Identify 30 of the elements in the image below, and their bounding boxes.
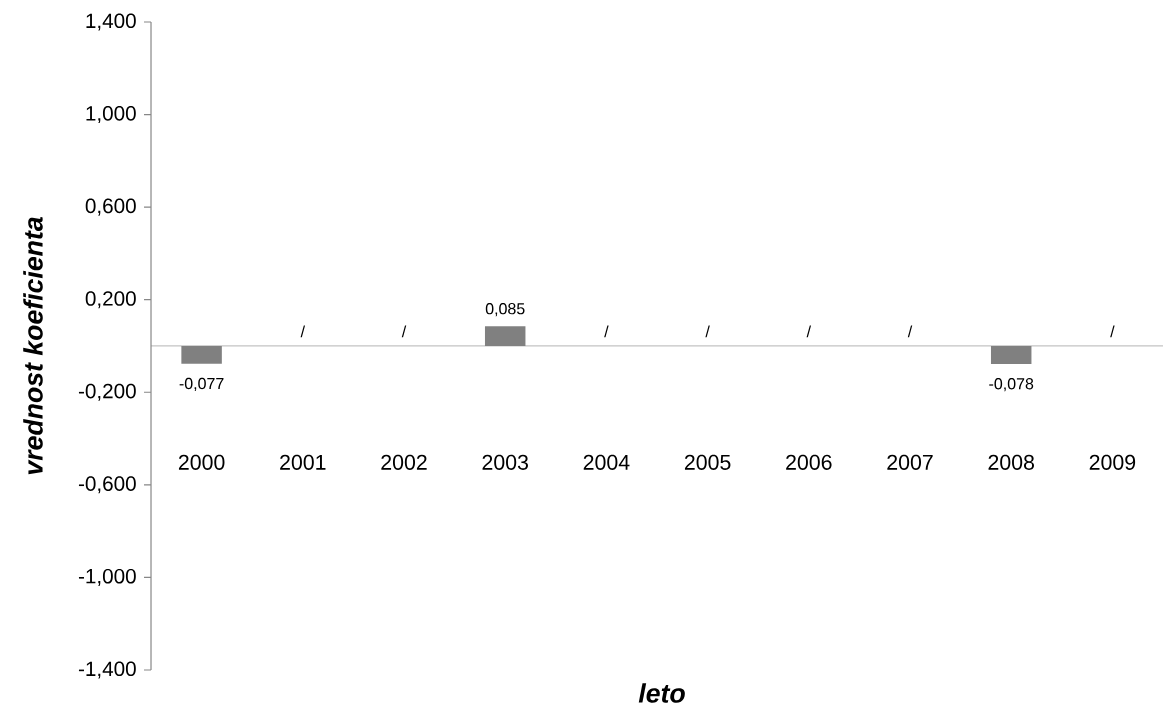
x-tick-label: 2003 xyxy=(482,454,528,470)
text: / xyxy=(806,325,812,338)
x-tick-label: 2001 xyxy=(280,454,326,470)
text: / xyxy=(604,325,609,338)
y-axis-title: vrednost koeficienta xyxy=(23,217,43,475)
y-tick-label: 1,000 xyxy=(86,106,136,124)
x-tick-label: 2007 xyxy=(887,454,933,470)
x-tick-label: 2002 xyxy=(381,454,427,470)
x-tick-label: 2005 xyxy=(684,454,731,470)
y-tick-label: 0,600 xyxy=(85,198,136,216)
text: / xyxy=(401,325,407,338)
y-tick-label: -0,200 xyxy=(78,383,136,401)
text: / xyxy=(907,325,913,338)
data-label: 0,085 xyxy=(485,303,525,317)
y-tick-label: -1,400 xyxy=(78,661,136,679)
y-tick-label: 0,200 xyxy=(85,291,136,309)
y-tick-label: 1,400 xyxy=(86,13,136,31)
text: / xyxy=(300,325,306,338)
data-label: -0,078 xyxy=(989,378,1034,392)
data-label: -0,077 xyxy=(179,377,224,392)
text: / xyxy=(1110,325,1115,338)
x-tick-label: 2009 xyxy=(1089,454,1136,470)
x-axis-title: leto xyxy=(638,683,685,703)
y-tick-label: -1,000 xyxy=(78,568,136,586)
x-tick-label: 2000 xyxy=(178,454,225,470)
text: / xyxy=(705,325,710,338)
x-tick-label: 2004 xyxy=(583,454,630,470)
x-tick-label: 2006 xyxy=(786,454,832,470)
y-tick-label: -0,600 xyxy=(78,476,136,494)
x-tick-label: 2008 xyxy=(988,454,1034,470)
